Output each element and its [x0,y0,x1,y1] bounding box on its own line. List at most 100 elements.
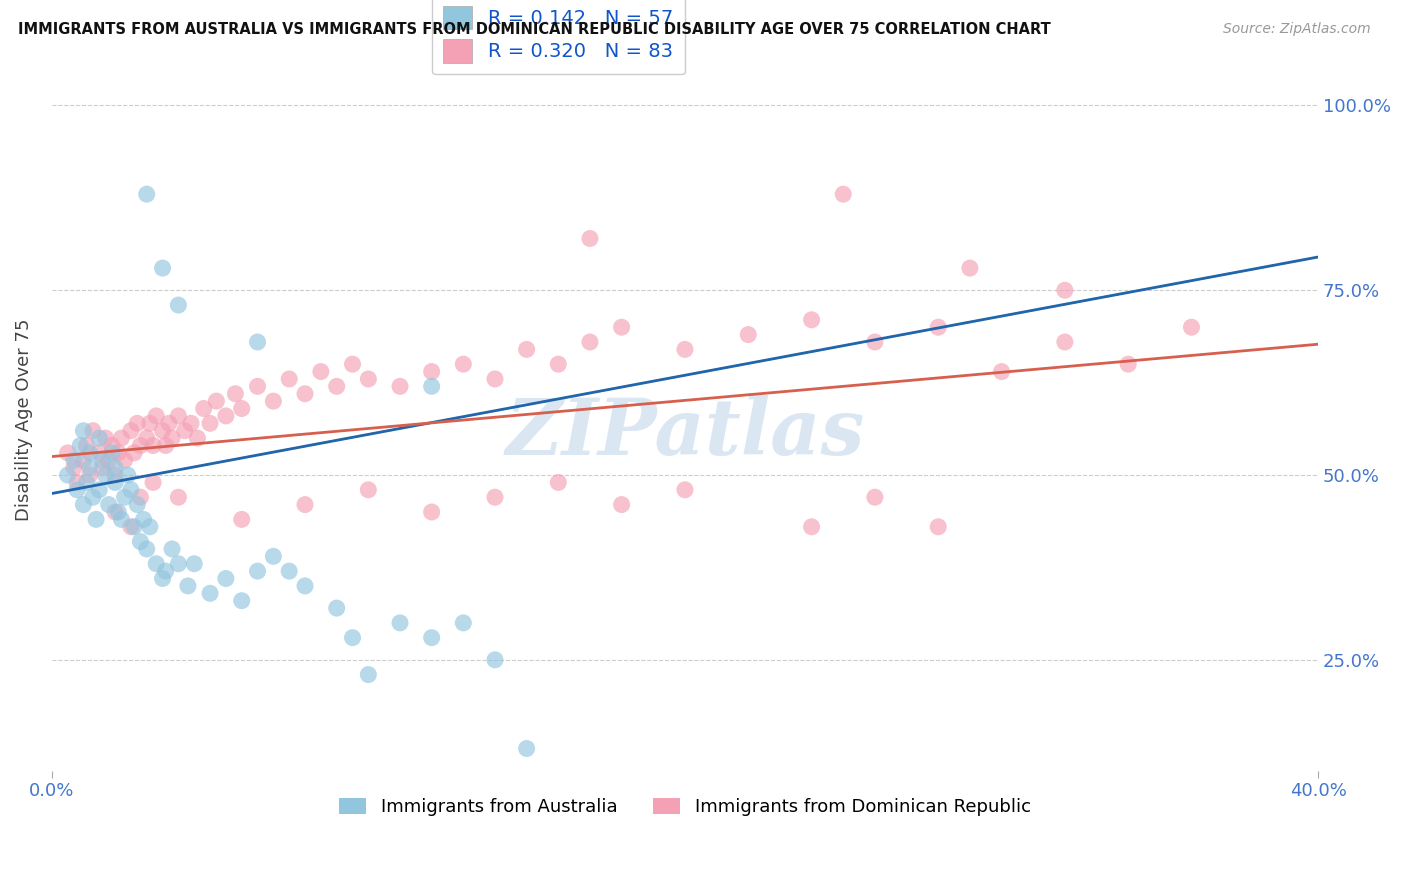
Point [129,490,152,504]
Point [94,431,117,445]
Point [82,424,104,438]
Point [357,483,380,497]
Point [420,631,443,645]
Point [516,343,538,357]
Point [132,512,155,526]
Point [167,298,190,312]
Point [142,438,165,452]
Point [231,593,253,607]
Point [420,505,443,519]
Point [205,394,228,409]
Point [145,557,167,571]
Point [453,357,475,371]
Point [66,483,89,497]
Point [129,438,152,452]
Point [155,564,177,578]
Point [110,431,132,445]
Point [72,498,94,512]
Point [737,327,759,342]
Point [152,572,174,586]
Point [120,424,142,438]
Point [863,490,886,504]
Point [66,475,89,490]
Point [420,365,443,379]
Point [246,334,269,349]
Point [76,438,98,452]
Point [135,431,157,445]
Point [155,438,177,452]
Point [215,572,238,586]
Point [224,386,246,401]
Point [152,261,174,276]
Point [84,512,107,526]
Point [278,372,301,386]
Point [114,453,136,467]
Point [198,417,221,431]
Point [110,512,132,526]
Point [673,483,696,497]
Point [262,394,284,409]
Y-axis label: Disability Age Over 75: Disability Age Over 75 [15,318,32,521]
Point [357,667,380,681]
Point [107,505,129,519]
Point [82,490,104,504]
Point [120,520,142,534]
Point [610,498,633,512]
Point [91,453,114,467]
Point [101,446,124,460]
Point [453,615,475,630]
Point [325,601,347,615]
Point [89,483,111,497]
Point [117,468,139,483]
Point [167,409,190,423]
Point [516,741,538,756]
Point [56,468,79,483]
Point [547,357,569,371]
Point [157,417,180,431]
Point [145,409,167,423]
Point [104,505,127,519]
Point [388,379,411,393]
Point [1116,357,1139,371]
Point [673,343,696,357]
Point [56,446,79,460]
Text: IMMIGRANTS FROM AUSTRALIA VS IMMIGRANTS FROM DOMINICAN REPUBLIC DISABILITY AGE O: IMMIGRANTS FROM AUSTRALIA VS IMMIGRANTS … [18,22,1052,37]
Point [107,446,129,460]
Point [101,438,124,452]
Point [959,261,981,276]
Point [177,579,200,593]
Point [89,446,111,460]
Point [484,372,506,386]
Point [579,231,602,245]
Point [72,424,94,438]
Point [104,475,127,490]
Point [76,475,98,490]
Point [484,490,506,504]
Point [122,520,145,534]
Point [167,557,190,571]
Point [104,460,127,475]
Point [79,460,101,475]
Point [1053,334,1076,349]
Point [800,313,823,327]
Point [800,520,823,534]
Point [72,453,94,467]
Point [142,475,165,490]
Point [135,541,157,556]
Point [122,446,145,460]
Point [610,320,633,334]
Point [104,468,127,483]
Point [79,446,101,460]
Point [342,357,364,371]
Point [420,379,443,393]
Point [294,386,316,401]
Point [294,579,316,593]
Point [278,564,301,578]
Point [89,431,111,445]
Point [167,490,190,504]
Point [1180,320,1202,334]
Point [484,653,506,667]
Point [325,379,347,393]
Point [342,631,364,645]
Point [160,431,183,445]
